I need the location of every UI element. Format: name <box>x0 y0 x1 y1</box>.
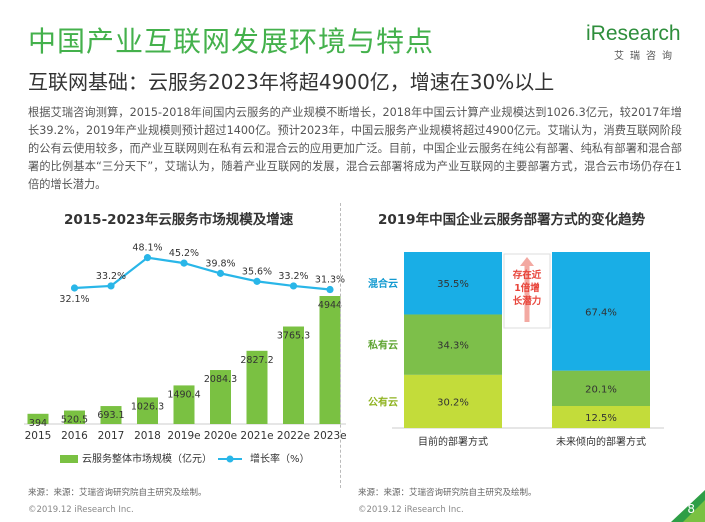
chart-divider <box>340 203 342 488</box>
annotation-text: 1倍增 <box>514 282 540 294</box>
growth-point-2021e <box>253 277 261 285</box>
growth-rate-label: 33.2% <box>278 271 308 282</box>
right-chart-title: 2019年中国企业云服务部署方式的变化趋势 <box>378 212 646 228</box>
x-tick-label: 2019e <box>167 430 200 442</box>
公有云-segment-0 <box>404 374 502 428</box>
growth-point-2018 <box>143 254 152 262</box>
legend-bar-swatch <box>60 455 78 463</box>
x-tick-label: 2016 <box>61 430 88 442</box>
bar-2018 <box>137 397 158 424</box>
logo-cn: 艾瑞咨询 <box>614 51 678 62</box>
annotation-text: 存在近 <box>512 269 542 281</box>
series-label-公有云: 公有云 <box>368 395 398 408</box>
page-number: 8 <box>687 502 695 516</box>
logo-text: iResearch <box>586 22 681 45</box>
growth-point-2017 <box>107 282 115 290</box>
growth-rate-label: 33.2% <box>96 271 126 282</box>
growth-rate-label: 31.3% <box>315 275 345 286</box>
legend-bar-label: 云服务整体市场规模（亿元） <box>82 452 212 465</box>
bar-value-label: 2084.3 <box>204 374 237 385</box>
bar-2015 <box>27 413 49 424</box>
growth-point-2016 <box>70 284 79 292</box>
right-source: 来源：来源：艾瑞咨询研究院自主研究及绘制。 <box>358 488 537 498</box>
x-tick-label: 2021e <box>240 430 273 442</box>
segment-value-label: 20.1% <box>585 384 617 395</box>
bar-2022e <box>283 326 304 424</box>
bar-2019e <box>173 385 195 424</box>
series-label-混合云: 混合云 <box>368 277 398 290</box>
segment-value-label: 67.4% <box>585 307 617 318</box>
segment-value-label: 34.3% <box>437 341 469 352</box>
混合云-segment-0 <box>404 252 502 315</box>
legend-line-marker <box>226 455 234 463</box>
legend-line-label: 增长率（%） <box>250 452 310 465</box>
bar-2017 <box>100 406 122 424</box>
bar-value-label: 3765.3 <box>277 331 310 342</box>
bar-value-label: 520.5 <box>61 415 88 426</box>
bar-value-label: 394 <box>29 418 47 429</box>
bar-value-label: 4944 <box>318 300 342 311</box>
x-tick-label: 2023e <box>313 430 346 442</box>
x-tick-label: 2020e <box>204 430 237 442</box>
deployment-chart: 30.2% 34.3% 35.5% 目前的部署方式 12.5% 20.1% 67.4% 未来倾… <box>367 252 664 448</box>
footer-copyright-left: ©2019.12 iResearch Inc. <box>28 505 134 515</box>
bar-2023e <box>319 296 341 424</box>
公有云-segment-1 <box>552 406 650 428</box>
segment-value-label: 35.5% <box>437 279 469 290</box>
series-label-私有云: 私有云 <box>367 339 398 352</box>
bar-value-label: 693.1 <box>97 410 124 421</box>
x-tick-label: 2015 <box>25 430 52 442</box>
x-tick-label: 2017 <box>98 430 125 442</box>
growth-rate-label: 48.1% <box>132 243 162 254</box>
annotation-arrow-head <box>520 257 534 266</box>
iresearch-logo: iResearch 艾瑞咨询 <box>586 22 686 62</box>
bar-value-label: 1026.3 <box>131 401 164 412</box>
footer-copyright-right: ©2019.12 iResearch Inc. <box>358 505 464 515</box>
growth-rate-line <box>74 256 331 291</box>
growth-point-2019e <box>180 259 188 267</box>
bar-value-label: 1490.4 <box>167 389 200 400</box>
left-chart-title: 2015-2023年云服务市场规模及增速 <box>64 212 294 228</box>
growth-point-2023e <box>326 285 334 294</box>
bar-2020e <box>210 370 231 424</box>
category-label: 目前的部署方式 <box>418 435 488 448</box>
left-source: 来源：来源：艾瑞咨询研究院自主研究及绘制。 <box>28 488 207 498</box>
x-tick-label: 2018 <box>134 430 161 442</box>
混合云-segment-1 <box>552 252 650 371</box>
growth-point-2020e <box>216 269 225 277</box>
bar-2021e <box>246 350 268 424</box>
segment-value-label: 12.5% <box>585 413 617 424</box>
page-corner-decoration <box>671 490 705 522</box>
growth-point-2022e <box>289 282 298 290</box>
growth-rate-label: 32.1% <box>59 294 89 305</box>
growth-rate-label: 35.6% <box>242 266 272 277</box>
x-tick-label: 2022e <box>277 430 310 442</box>
page-title: 中国产业互联网发展环境与特点 <box>28 25 435 58</box>
growth-rate-label: 39.8% <box>205 258 235 269</box>
segment-value-label: 30.2% <box>437 397 469 408</box>
私有云-segment-1 <box>552 370 650 406</box>
growth-rate-label: 45.2% <box>169 248 199 259</box>
bar-2016 <box>64 410 85 424</box>
category-label: 未来倾向的部署方式 <box>556 435 646 448</box>
annotation-text: 长潜力 <box>513 295 542 307</box>
bar-value-label: 2827.2 <box>240 355 273 366</box>
intro-paragraph: 根据艾瑞咨询测算，2015-2018年间国内云服务的产业规模不断增长，2018年… <box>28 106 682 191</box>
page-subtitle: 互联网基础：云服务2023年将超4900亿，增速在30%以上 <box>28 70 555 94</box>
私有云-segment-0 <box>404 314 502 375</box>
